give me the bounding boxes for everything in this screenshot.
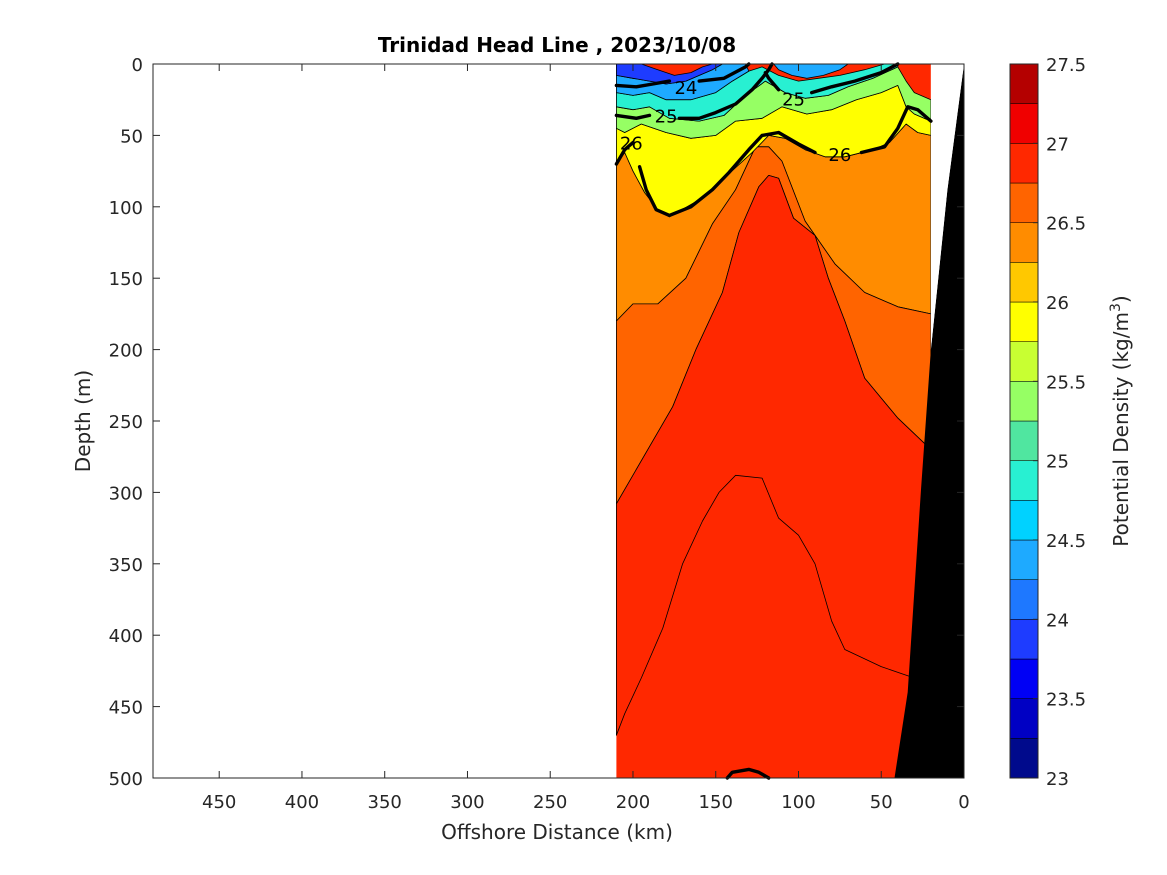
seafloor-shape: [894, 64, 964, 778]
contour-label-3: 26: [620, 134, 643, 155]
contour-line-25-2: [614, 113, 652, 121]
colorbar-title-superscript: 3: [1108, 303, 1124, 312]
y-tick-label: 300: [109, 483, 143, 504]
colorbar-swatch: [1009, 143, 1039, 184]
colorbar-tick-label: 23: [1046, 769, 1069, 790]
contour-labels: 24 25 25 26 26: [620, 78, 851, 166]
colorbar-swatch: [1009, 658, 1039, 699]
colorbar-swatch: [1009, 738, 1039, 779]
contour-line-26-7: [637, 130, 817, 218]
contour-label-0: 24: [674, 78, 697, 99]
colorbar-swatch: [1009, 381, 1039, 422]
y-tick-label: 500: [109, 769, 143, 790]
colorbar-swatch: [1009, 103, 1039, 144]
colorbar-tick-label: 26.5: [1046, 214, 1086, 235]
colorbar-swatch: [1009, 420, 1039, 461]
contour-line-25-3: [677, 62, 774, 121]
x-tick-label: 0: [958, 792, 969, 813]
contour-line-25-5: [810, 62, 900, 95]
x-tick-label: 450: [202, 792, 236, 813]
density-band-24-25: [773, 63, 849, 79]
y-tick-label: 450: [109, 698, 143, 719]
y-axis-title: Depth (m): [71, 370, 95, 472]
colorbar-tick-label: 26: [1046, 293, 1069, 314]
colorbar-swatch: [1009, 460, 1039, 501]
contour-label-1: 25: [782, 89, 805, 110]
inshore-gap: [930, 64, 964, 350]
x-tick-label: 50: [870, 792, 893, 813]
colorbar-swatch: [1009, 619, 1039, 660]
y-tick-label: 400: [109, 626, 143, 647]
x-tick-label: 400: [285, 792, 319, 813]
colorbar-tick-label: 25: [1046, 452, 1069, 473]
y-tick-label: 50: [120, 126, 143, 147]
contour-line-26-6: [614, 140, 635, 166]
colorbar-tick-label: 24.5: [1046, 531, 1086, 552]
x-tick-label: 100: [781, 792, 815, 813]
colorbar-tick-label: 23.5: [1046, 690, 1086, 711]
density-band-23-75: [616, 63, 723, 85]
colorbar-swatch: [1009, 182, 1039, 223]
colorbar-swatch: [1009, 222, 1039, 263]
contour-line-25-4: [763, 70, 781, 92]
density-bands: [616, 63, 932, 779]
y-tick-label: 100: [109, 198, 143, 219]
x-axis-ticks: 450 400 350 300 250 200 150 100 50 0: [202, 64, 970, 813]
colorbar-ticks: 23 23.5 24 24.5 25 25.5 26 26.5 27 27.5: [1033, 55, 1086, 790]
colorbar-swatch: [1009, 539, 1039, 580]
colorbar-swatch: [1009, 262, 1039, 303]
colorbar-swatches: [1009, 63, 1039, 779]
x-tick-label: 150: [699, 792, 733, 813]
contour-label-2: 25: [655, 106, 678, 127]
y-tick-label: 350: [109, 555, 143, 576]
colorbar-title-main: Potential Density (kg/m: [1109, 312, 1133, 547]
chart-title: Trinidad Head Line , 2023/10/08: [378, 33, 736, 57]
contour-label-4: 26: [828, 145, 851, 166]
colorbar-title-close: ): [1109, 295, 1133, 303]
colorbar-tick-label: 25.5: [1046, 372, 1086, 393]
y-tick-label: 250: [109, 412, 143, 433]
colorbar-frame: [1009, 63, 1039, 779]
y-tick-label: 150: [109, 269, 143, 290]
colorbar-tick-label: 27.5: [1046, 55, 1086, 76]
contour-line-26-75-9: [725, 767, 771, 780]
colorbar-title: Potential Density (kg/m3): [1108, 295, 1133, 546]
x-axis-title: Offshore Distance (km): [441, 820, 673, 844]
seafloor-bathymetry: [894, 64, 964, 778]
y-tick-label: 200: [109, 341, 143, 362]
colorbar-swatch: [1009, 579, 1039, 620]
colorbar-tick-label: 27: [1046, 134, 1069, 155]
colorbar-swatch: [1009, 63, 1039, 104]
contour-line-24-0: [614, 79, 672, 89]
colorbar-swatch: [1009, 500, 1039, 541]
colorbar-swatch: [1009, 301, 1039, 342]
x-tick-label: 350: [368, 792, 402, 813]
colorbar-swatch: [1009, 698, 1039, 739]
x-tick-label: 300: [450, 792, 484, 813]
colorbar-tick-label: 24: [1046, 610, 1069, 631]
contour-line-26-8: [859, 105, 933, 155]
x-tick-label: 200: [616, 792, 650, 813]
contour-lines: [614, 62, 933, 780]
y-tick-label: 0: [132, 55, 143, 76]
colorbar-swatch: [1009, 341, 1039, 382]
contour-line-24-1: [697, 62, 751, 83]
y-axis-ticks: 0 50 100 150 200 250 300 350 400 450 500: [109, 55, 964, 790]
colorbar: 23 23.5 24 24.5 25 25.5 26 26.5 27 27.5 Potential…: [1009, 55, 1133, 790]
x-tick-label: 250: [533, 792, 567, 813]
